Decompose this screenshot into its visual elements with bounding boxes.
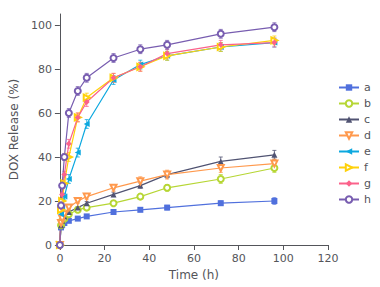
- svg-text:f: f: [364, 161, 369, 174]
- svg-text:20: 20: [38, 195, 52, 208]
- svg-text:40: 40: [38, 151, 52, 164]
- svg-text:c: c: [364, 113, 370, 126]
- svg-text:0: 0: [45, 239, 52, 252]
- svg-text:DOX Release (%): DOX Release (%): [7, 79, 21, 180]
- svg-text:0: 0: [56, 252, 63, 265]
- svg-text:e: e: [364, 145, 371, 158]
- svg-text:100: 100: [31, 19, 52, 32]
- svg-text:80: 80: [232, 252, 246, 265]
- svg-text:h: h: [364, 193, 371, 206]
- svg-text:40: 40: [142, 252, 156, 265]
- svg-text:100: 100: [273, 252, 294, 265]
- svg-text:60: 60: [38, 107, 52, 120]
- svg-text:g: g: [364, 177, 371, 190]
- svg-text:80: 80: [38, 63, 52, 76]
- svg-text:d: d: [364, 129, 371, 142]
- svg-text:20: 20: [98, 252, 112, 265]
- svg-text:120: 120: [318, 252, 339, 265]
- svg-text:60: 60: [187, 252, 201, 265]
- svg-text:a: a: [364, 81, 371, 94]
- svg-text:b: b: [364, 97, 371, 110]
- svg-text:Time (h): Time (h): [168, 268, 219, 282]
